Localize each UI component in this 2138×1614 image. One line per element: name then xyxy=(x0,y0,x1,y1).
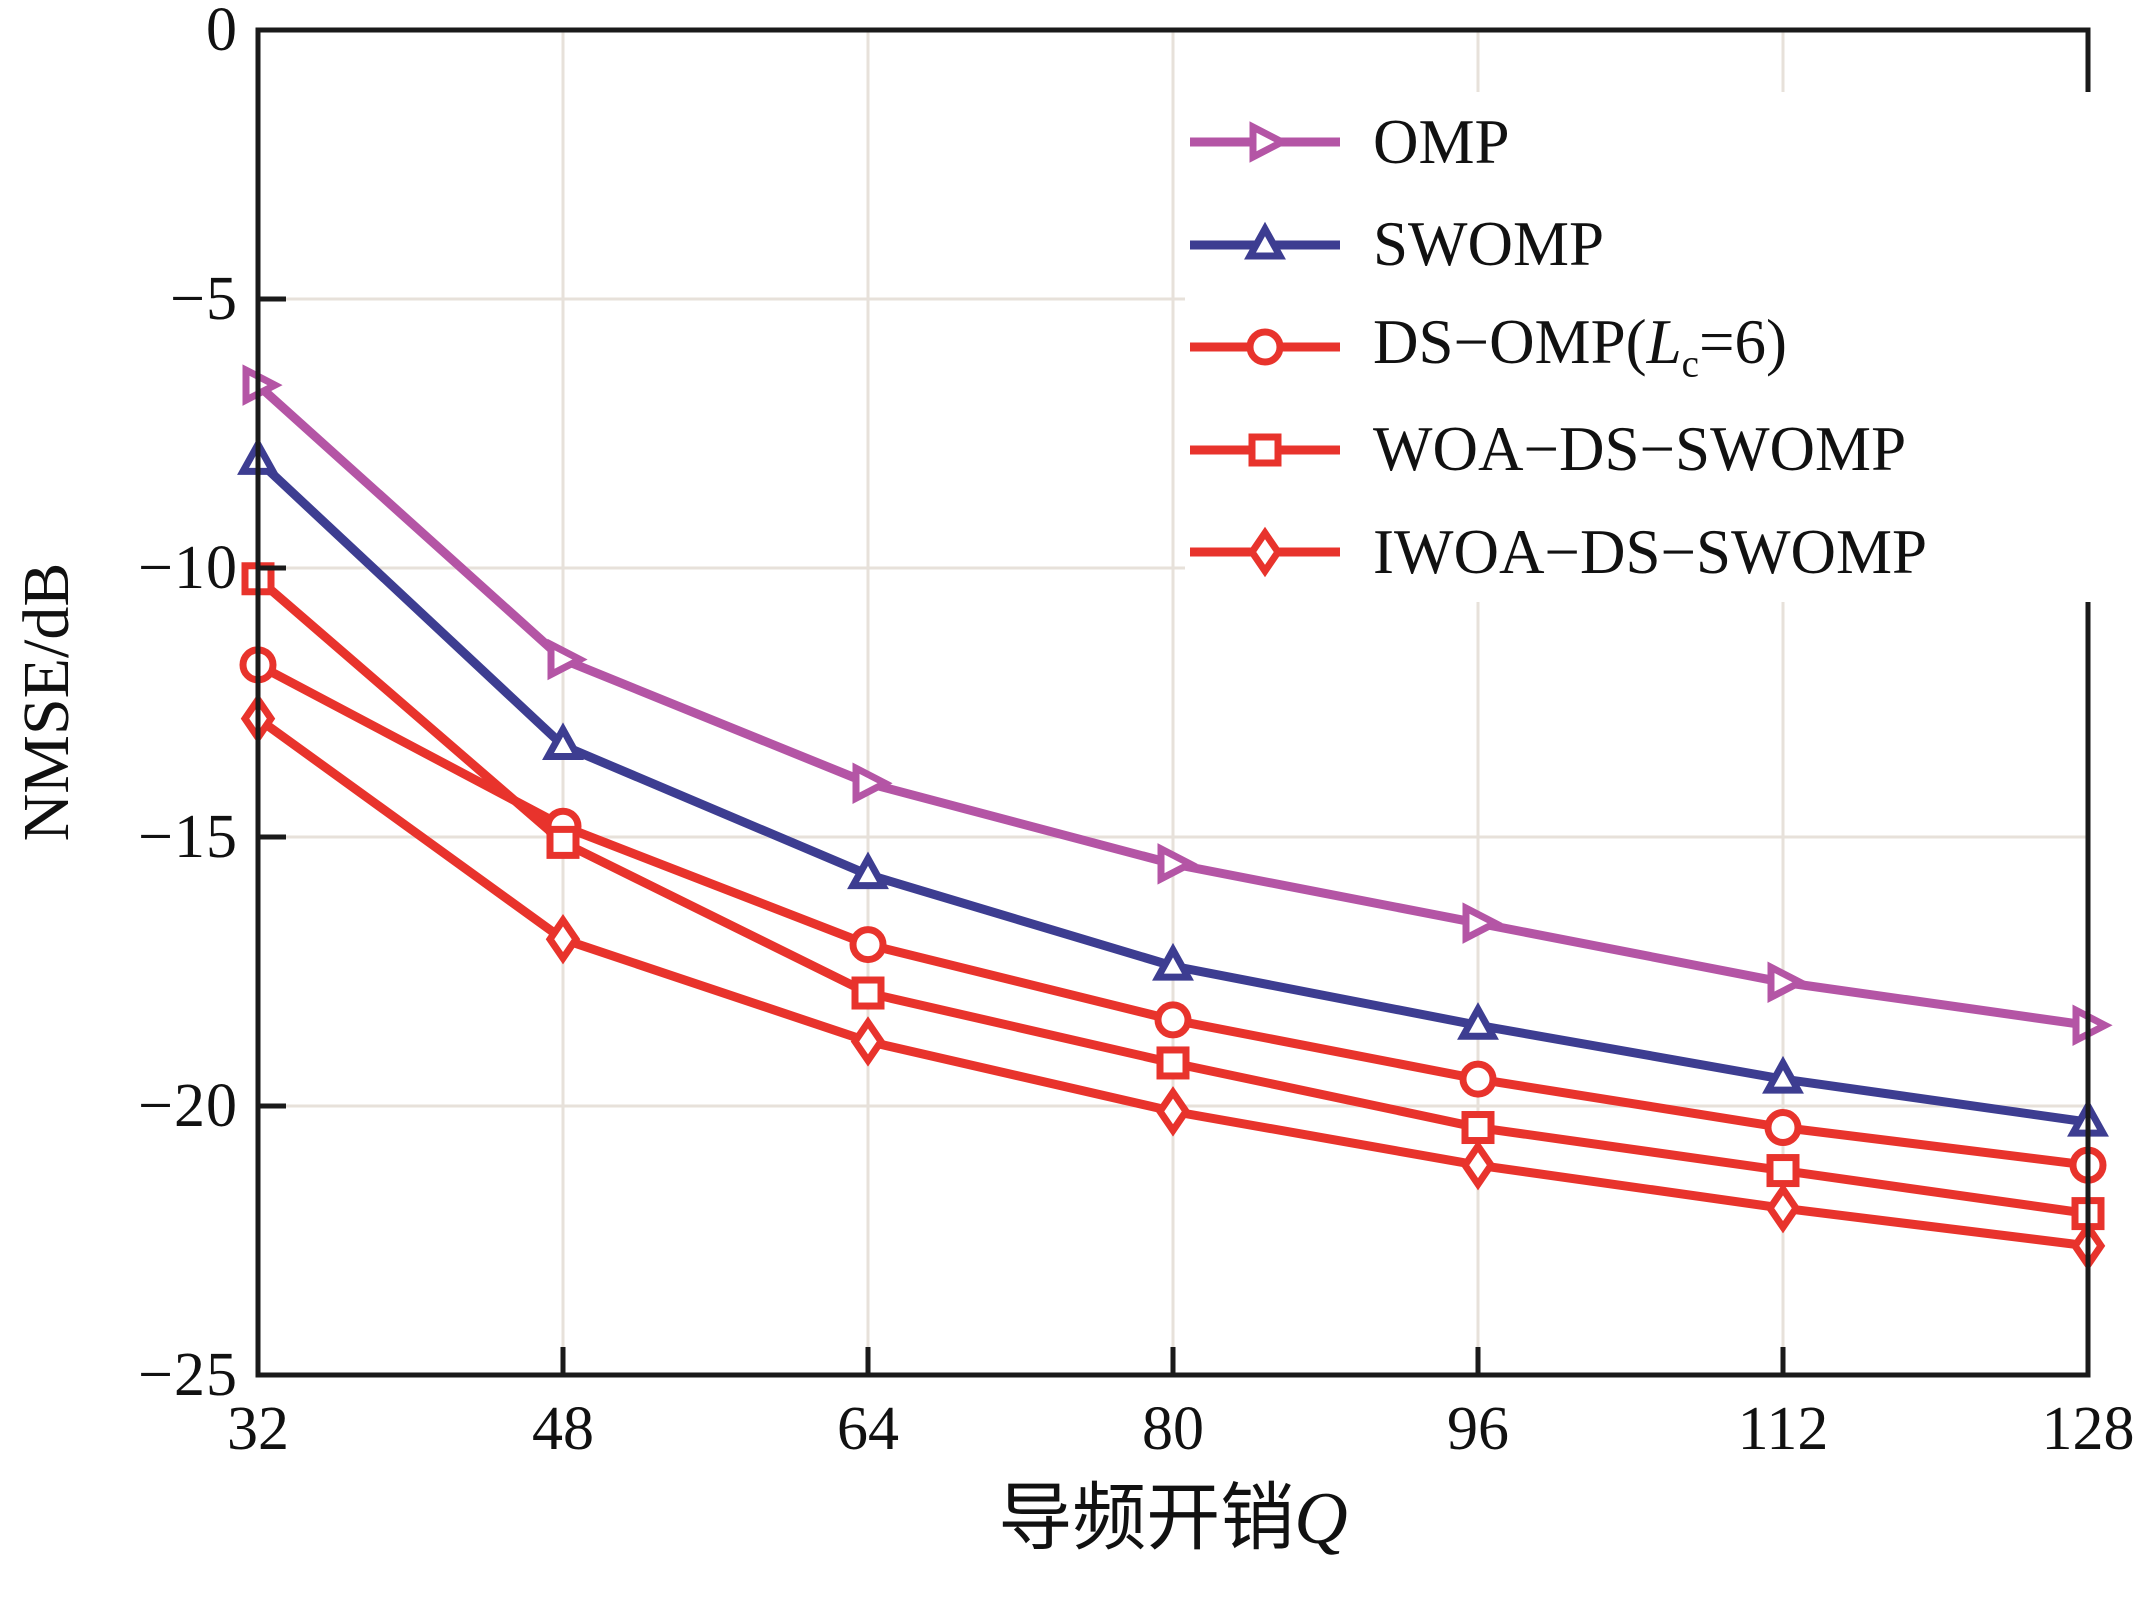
diamond-marker-icon xyxy=(1155,1086,1191,1137)
x-tick-label: 112 xyxy=(1737,1395,1829,1463)
diamond-marker-icon xyxy=(1765,1183,1801,1234)
circle-marker-icon xyxy=(1764,1109,1802,1147)
y-axis-label: NMSE/dB xyxy=(10,562,83,842)
y-tick-label: −10 xyxy=(138,534,238,602)
legend: OMP SWOMP DS−OMP(Lc=6) WOA−DS−SWOMP IWOA−DS−… xyxy=(1185,92,2100,602)
legend-item-ds-omp-lc-6-: DS−OMP(Lc=6) xyxy=(1185,297,2100,397)
square-marker-icon xyxy=(1461,1111,1495,1145)
diamond-marker-icon xyxy=(1247,526,1283,578)
diamond-marker-icon xyxy=(850,1016,886,1067)
square-marker-icon xyxy=(546,825,580,859)
circle-marker-icon xyxy=(1246,328,1284,366)
legend-label-ds-omp-lc-6-: DS−OMP(Lc=6) xyxy=(1373,306,1788,386)
legend-label-omp: OMP xyxy=(1373,106,1510,177)
triangle-up-marker-icon xyxy=(1457,1002,1499,1040)
triangle-right-marker-icon xyxy=(1462,902,1503,944)
legend-label-woa-ds-swomp: WOA−DS−SWOMP xyxy=(1373,414,1907,484)
triangle-right-marker-icon xyxy=(1157,843,1198,885)
x-axis-label-text: 导频开销 xyxy=(998,1478,1295,1560)
series-layer xyxy=(237,364,2113,1272)
x-axis-label: 导频开销Q xyxy=(998,1482,1347,1556)
y-tick-label: −15 xyxy=(138,803,238,871)
square-marker-icon xyxy=(1766,1154,1800,1188)
triangle-up-marker-icon xyxy=(1762,1055,1804,1094)
circle-marker-icon xyxy=(1154,1001,1192,1039)
x-tick-label: 64 xyxy=(837,1395,899,1463)
y-tick-label: −25 xyxy=(138,1341,238,1409)
square-marker-icon xyxy=(1156,1046,1190,1080)
triangle-up-marker-icon xyxy=(847,851,889,890)
legend-sample-swomp xyxy=(1190,221,1340,259)
triangle-right-marker-icon xyxy=(1249,121,1290,163)
triangle-up-marker-icon xyxy=(542,722,584,761)
legend-item-swomp: SWOMP xyxy=(1185,195,2100,295)
x-tick-label: 96 xyxy=(1447,1395,1509,1463)
legend-sample-woa-ds-swomp xyxy=(1190,433,1340,466)
x-tick-label: 32 xyxy=(227,1395,289,1463)
y-tick-label: 0 xyxy=(206,0,238,64)
legend-label-swomp: SWOMP xyxy=(1373,209,1605,279)
x-axis-label-variable: Q xyxy=(1294,1478,1348,1560)
x-tick-label: 80 xyxy=(1142,1395,1204,1463)
triangle-up-marker-icon xyxy=(1152,942,1194,981)
x-tick-label: 128 xyxy=(2041,1395,2135,1463)
triangle-right-marker-icon xyxy=(547,638,588,681)
triangle-right-marker-icon xyxy=(1767,961,1808,1004)
diamond-marker-icon xyxy=(545,914,581,965)
legend-label-iwoa-ds-swomp: IWOA−DS−SWOMP xyxy=(1373,516,1928,587)
diamond-marker-icon xyxy=(1460,1139,1496,1191)
legend-item-iwoa-ds-swomp: IWOA−DS−SWOMP xyxy=(1185,502,2100,602)
x-tick-label: 48 xyxy=(532,1395,594,1463)
legend-item-woa-ds-swomp: WOA−DS−SWOMP xyxy=(1185,400,2100,500)
y-tick-label: −5 xyxy=(170,265,238,333)
square-marker-icon xyxy=(1248,433,1282,466)
y-tick-label: −20 xyxy=(138,1072,238,1140)
series-iwoa-ds-swomp xyxy=(240,693,2106,1272)
axis-ticks xyxy=(255,27,2091,1378)
legend-item-omp: OMP xyxy=(1185,92,2100,192)
triangle-right-marker-icon xyxy=(852,762,893,804)
triangle-up-marker-icon xyxy=(1244,221,1286,259)
circle-marker-icon xyxy=(849,926,887,964)
legend-sample-omp xyxy=(1190,121,1340,163)
circle-marker-icon xyxy=(1459,1060,1497,1098)
square-marker-icon xyxy=(851,976,885,1010)
legend-sample-ds-omp-lc-6- xyxy=(1190,328,1340,366)
series-swomp xyxy=(237,437,2109,1137)
legend-sample-iwoa-ds-swomp xyxy=(1190,526,1340,578)
